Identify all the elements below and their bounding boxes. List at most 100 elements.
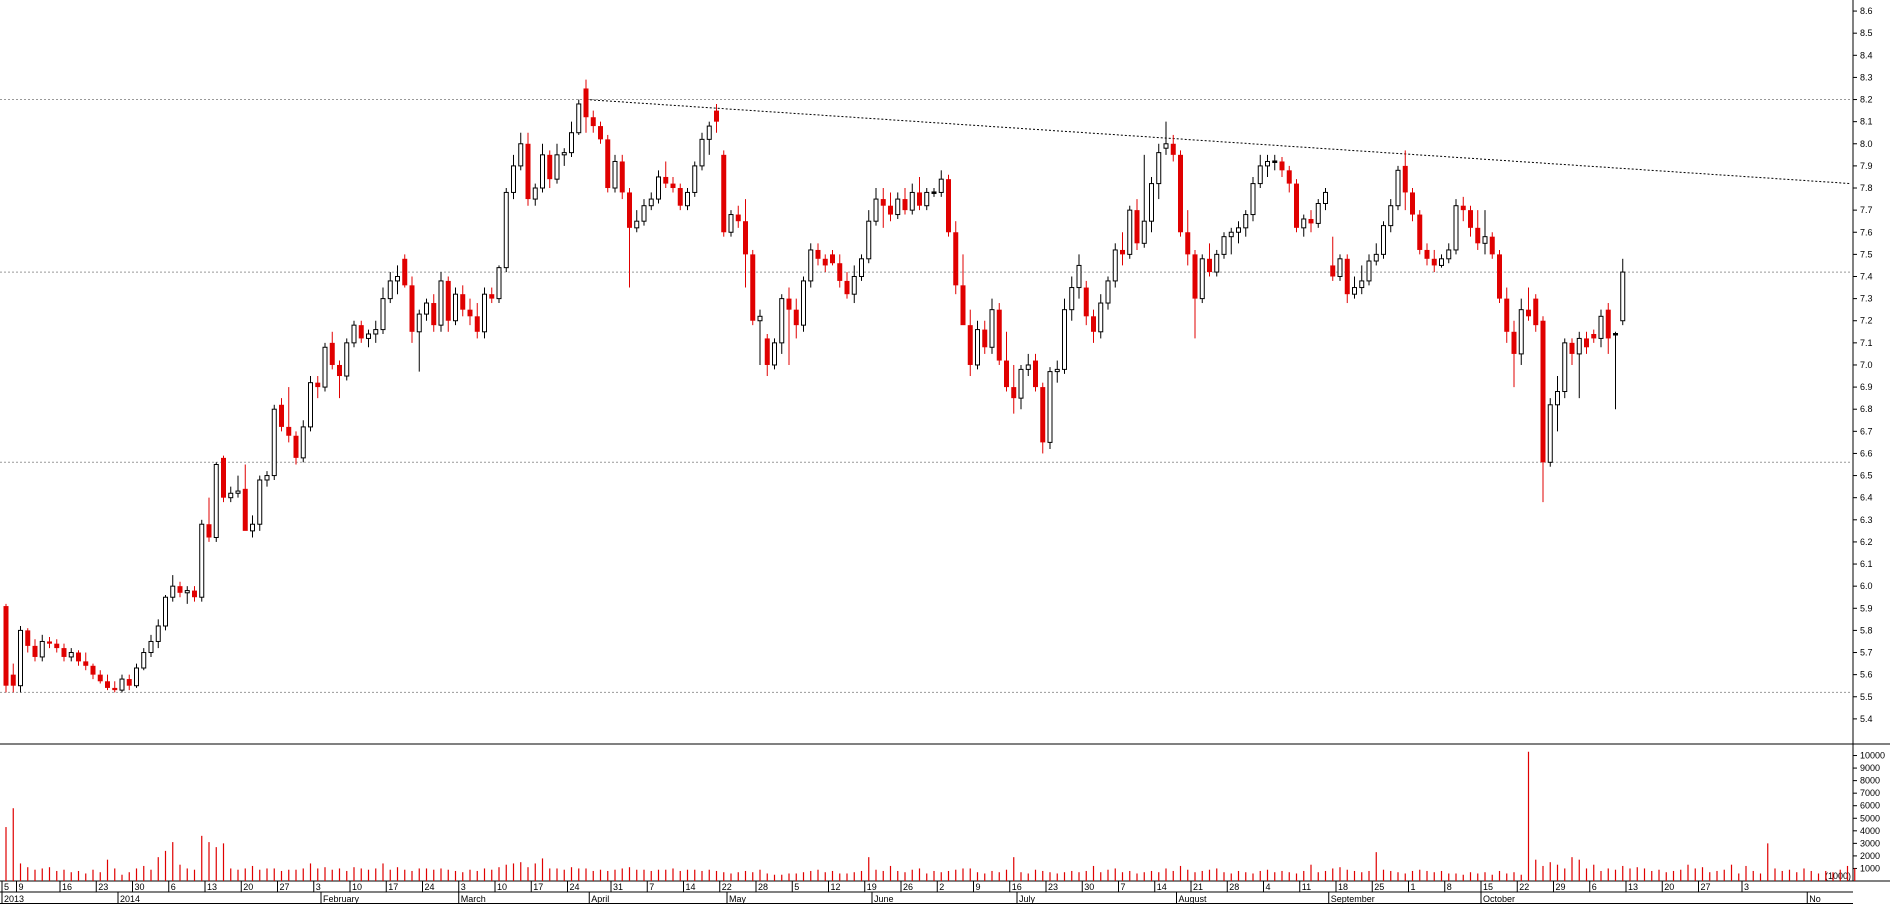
candle-body <box>793 309 799 326</box>
candle-body <box>1192 254 1198 299</box>
candle-body <box>663 176 669 184</box>
candle-body <box>822 258 828 266</box>
candle-body <box>61 648 67 657</box>
candle-body <box>714 110 719 122</box>
candle-body <box>192 590 197 598</box>
candle-body <box>438 280 444 326</box>
month-label: September <box>1331 894 1375 904</box>
candle-body <box>1236 227 1241 233</box>
month-label: 2014 <box>120 894 140 904</box>
candle-body <box>938 178 944 193</box>
candle-body <box>590 117 596 127</box>
y-tick-label: 8.0 <box>1860 139 1873 149</box>
candle-body <box>518 143 524 167</box>
candle-body <box>1018 368 1024 399</box>
candle-body <box>1315 202 1321 224</box>
candle-body <box>467 309 473 317</box>
candle-body <box>322 346 328 388</box>
candle-body <box>1207 258 1212 273</box>
candle-body <box>1482 236 1488 244</box>
date-tick-label: 3 <box>1744 882 1749 892</box>
candle-body <box>851 275 857 295</box>
candle-body <box>344 342 350 377</box>
date-tick-label: 1 <box>1411 882 1416 892</box>
candle-body <box>1576 337 1582 355</box>
date-tick-label: 9 <box>19 882 24 892</box>
date-tick-label: 13 <box>1628 882 1638 892</box>
month-label: 2013 <box>4 894 24 904</box>
candle-body <box>1555 391 1560 406</box>
candle-body <box>532 187 538 200</box>
candle-body <box>119 678 125 691</box>
date-tick-label: 21 <box>1193 882 1203 892</box>
volume-tick-label: 5000 <box>1860 813 1880 823</box>
candle-body <box>329 342 335 365</box>
month-label: May <box>729 894 747 904</box>
candle-body <box>699 138 705 167</box>
candle-body <box>975 329 980 366</box>
candle-body <box>1504 298 1510 332</box>
candle-body <box>351 324 357 344</box>
y-tick-label: 6.4 <box>1860 493 1873 503</box>
y-tick-label: 6.7 <box>1860 426 1873 436</box>
candle-body <box>1540 320 1546 463</box>
date-tick-label: 6 <box>1592 882 1597 892</box>
candle-body <box>134 667 139 687</box>
candle-body <box>735 214 741 222</box>
candle-body <box>300 426 306 459</box>
date-tick-label: 14 <box>1157 882 1167 892</box>
date-tick-label: 26 <box>903 882 913 892</box>
candle-body <box>873 198 879 222</box>
candle-body <box>1431 258 1437 266</box>
candle-body <box>1163 143 1169 149</box>
candle-body <box>953 232 959 286</box>
trendline <box>585 99 1852 185</box>
y-tick-label: 7.6 <box>1860 227 1873 237</box>
candle-body <box>721 154 727 233</box>
candle-body <box>960 285 966 326</box>
candle-body <box>358 325 364 339</box>
candle-body <box>619 161 625 193</box>
y-tick-label: 8.3 <box>1860 72 1873 82</box>
candle-body <box>148 640 154 654</box>
candle-body <box>279 404 284 427</box>
candle-body <box>1446 249 1452 260</box>
y-tick-label: 5.7 <box>1860 648 1873 658</box>
date-tick-label: 16 <box>1012 882 1022 892</box>
candle-body <box>1286 170 1292 184</box>
date-tick-label: 27 <box>280 882 290 892</box>
candle-body <box>1011 387 1017 399</box>
candle-body <box>1381 225 1386 255</box>
candle-body <box>692 165 698 193</box>
candle-body <box>1475 227 1481 244</box>
date-tick-label: 28 <box>1229 882 1239 892</box>
candle-body <box>779 298 785 344</box>
candle-body <box>112 687 118 691</box>
candle-body <box>561 152 567 156</box>
candle-body <box>1134 210 1140 244</box>
candle-body <box>242 488 248 531</box>
candle-body <box>1308 218 1314 224</box>
candle-body <box>576 103 582 134</box>
date-tick-label: 24 <box>425 882 435 892</box>
candle-body <box>1598 315 1604 339</box>
candle-body <box>547 154 553 180</box>
candle-body <box>1424 249 1430 259</box>
month-label: August <box>1179 894 1208 904</box>
candle-body <box>1402 165 1408 193</box>
candle-body <box>967 325 973 365</box>
y-tick-label: 8.2 <box>1860 95 1873 105</box>
y-tick-label: 5.9 <box>1860 603 1873 613</box>
candle-body <box>656 176 661 200</box>
y-tick-label: 8.1 <box>1860 117 1873 127</box>
candle-body <box>90 665 96 675</box>
candle-body <box>250 523 255 532</box>
candle-body <box>163 596 168 627</box>
candle-body <box>808 249 814 282</box>
date-tick-label: 24 <box>570 882 580 892</box>
candle-body <box>677 188 683 206</box>
candle-body <box>866 220 872 260</box>
candle-body <box>924 191 930 207</box>
candle-body <box>815 249 821 259</box>
candle-body <box>1199 258 1205 300</box>
